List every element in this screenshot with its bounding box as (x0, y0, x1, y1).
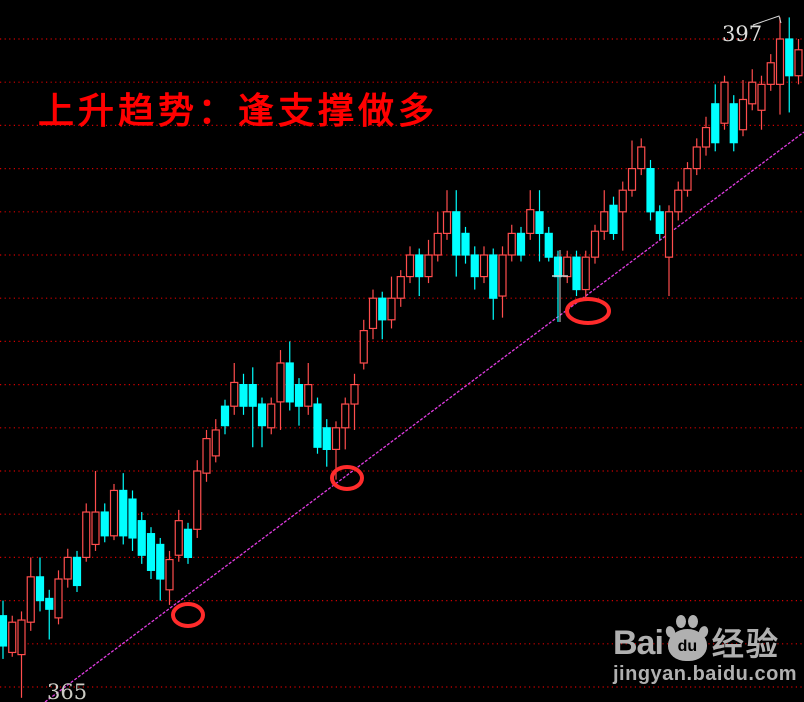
paw-toe (675, 615, 686, 628)
paw-toe (687, 615, 698, 628)
trend-annotation-text: 上升趋势：逢支撑做多 (38, 90, 439, 131)
baidu-paw-icon: du (664, 614, 710, 662)
low-price-label: 365 (47, 680, 88, 702)
baidu-logo-jingyan-text: 经验 (711, 626, 780, 662)
gridlines (0, 38, 804, 688)
watermark-url: jingyan.baidu.com (613, 663, 798, 685)
baidu-logo: Bai du 经验 (613, 612, 797, 662)
crosshair-cursor[interactable] (552, 250, 568, 322)
high-pointer-line (752, 15, 782, 26)
uptrend-line (44, 131, 804, 702)
baidu-logo-du-text: du (677, 638, 698, 655)
baidu-watermark: Bai du 经验 jingyan.baidu.com (613, 612, 797, 686)
baidu-logo-bai-text: Bai (613, 624, 664, 662)
candles (0, 17, 803, 698)
paw-pad (667, 629, 707, 661)
high-price-label: 397 (722, 22, 763, 46)
support-touch-circles (171, 297, 611, 628)
